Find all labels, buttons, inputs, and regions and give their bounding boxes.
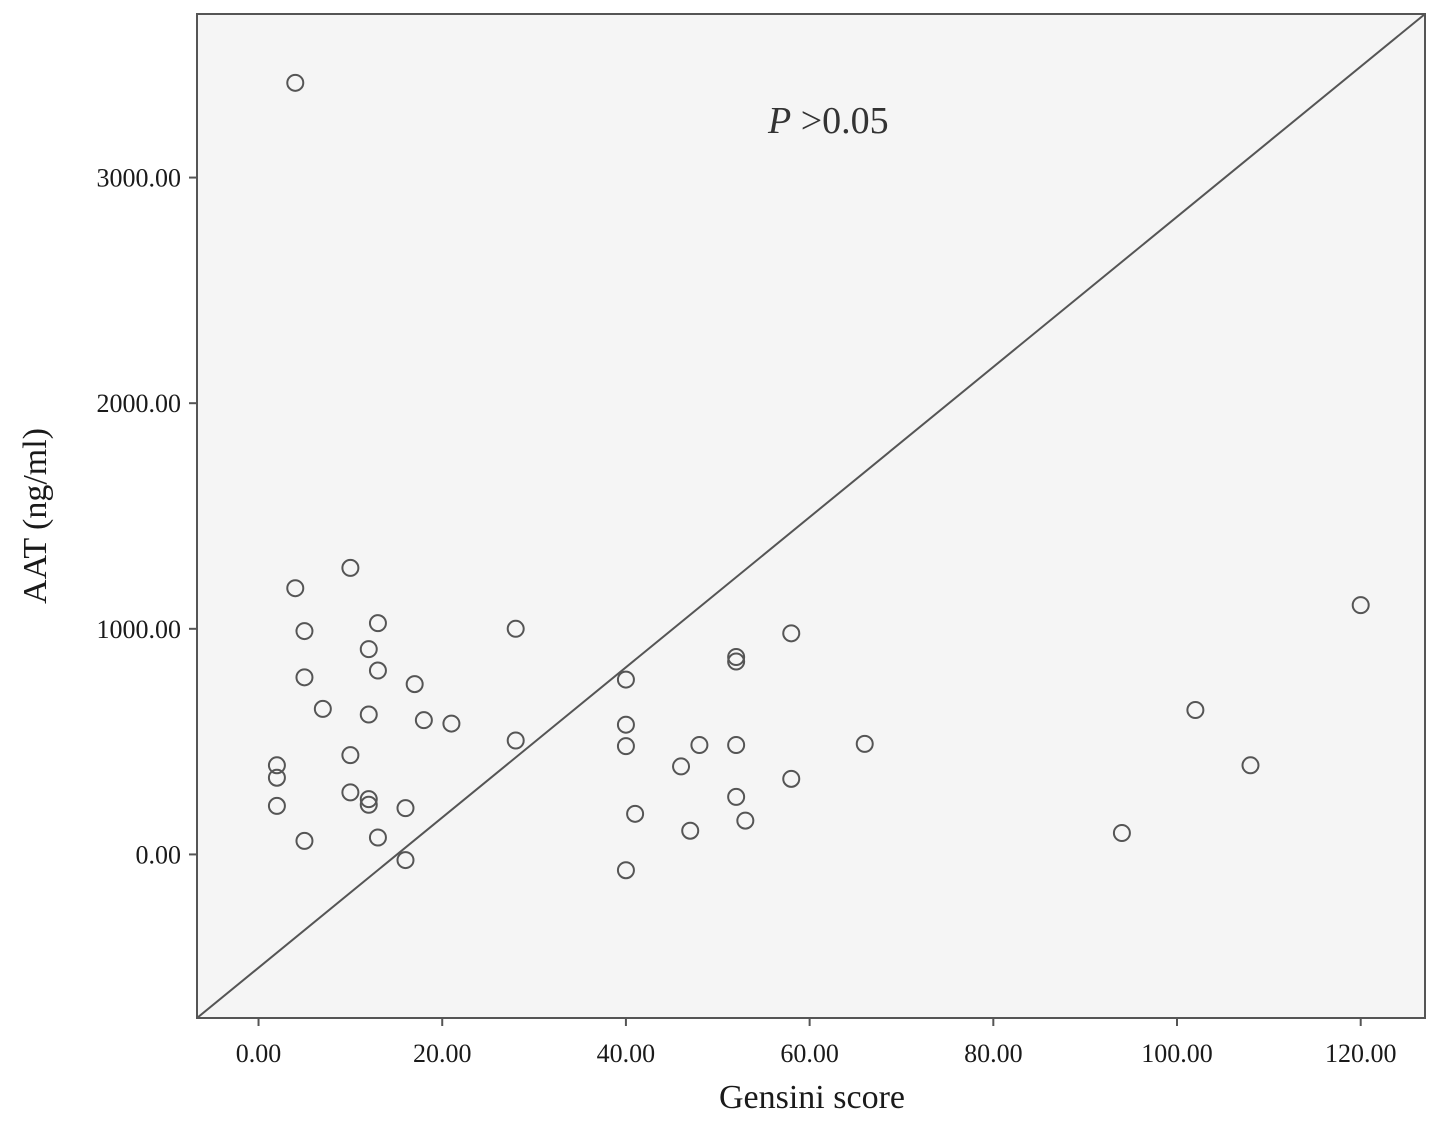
x-axis-title: Gensini score <box>719 1079 905 1116</box>
data-point <box>295 831 314 850</box>
data-point <box>727 736 746 755</box>
x-tick-label: 0.00 <box>236 1039 282 1068</box>
data-point <box>359 640 378 659</box>
data-point <box>727 787 746 806</box>
data-point <box>681 821 700 840</box>
data-point <box>396 799 415 818</box>
data-point <box>341 558 360 577</box>
p-symbol: P <box>767 100 791 142</box>
data-point <box>782 769 801 788</box>
data-point <box>313 699 332 718</box>
data-point <box>286 73 305 92</box>
p-value-annotation: P >0.05 <box>767 100 889 142</box>
data-point <box>396 851 415 870</box>
data-point <box>616 861 635 880</box>
x-tick-label: 40.00 <box>597 1039 656 1068</box>
data-point <box>359 790 378 809</box>
data-point <box>616 715 635 734</box>
data-point <box>267 768 286 787</box>
data-point <box>341 746 360 765</box>
y-tick-label: 0.00 <box>136 840 182 869</box>
data-point <box>690 736 709 755</box>
data-point <box>405 675 424 694</box>
x-axis-ticks: 0.00 20.00 40.00 60.00 80.00 100.00 120.00 <box>236 1018 1397 1068</box>
data-point <box>782 624 801 643</box>
data-point <box>267 756 286 775</box>
data-point <box>341 783 360 802</box>
data-point <box>727 652 746 671</box>
data-point <box>295 668 314 687</box>
data-point <box>1351 596 1370 615</box>
data-point <box>616 737 635 756</box>
y-tick-label: 1000.00 <box>97 615 182 644</box>
data-point <box>442 714 461 733</box>
data-point <box>672 757 691 776</box>
data-point <box>855 734 874 753</box>
data-point <box>267 796 286 815</box>
y-axis-ticks: 0.00 1000.00 2000.00 3000.00 <box>97 164 197 869</box>
x-tick-label: 80.00 <box>964 1039 1023 1068</box>
data-point <box>1186 701 1205 720</box>
data-point <box>506 619 525 638</box>
x-tick-label: 120.00 <box>1325 1039 1397 1068</box>
data-point <box>506 731 525 750</box>
data-point <box>616 670 635 689</box>
data-point <box>1241 756 1260 775</box>
y-axis-title: AAT (ng/ml) <box>17 428 54 604</box>
data-point <box>359 795 378 814</box>
data-point <box>414 711 433 730</box>
data-point <box>727 648 746 667</box>
y-tick-label: 2000.00 <box>97 389 182 418</box>
data-point <box>295 622 314 641</box>
data-point <box>1112 823 1131 842</box>
data-point <box>359 705 378 724</box>
x-tick-label: 100.00 <box>1141 1039 1213 1068</box>
reference-line <box>196 13 1426 1019</box>
data-point <box>286 579 305 598</box>
x-tick-label: 60.00 <box>780 1039 839 1068</box>
data-point <box>368 661 387 680</box>
p-threshold: >0.05 <box>791 100 888 142</box>
data-point <box>626 804 645 823</box>
y-tick-label: 3000.00 <box>97 164 182 193</box>
x-tick-label: 20.00 <box>413 1039 472 1068</box>
data-points <box>267 73 1370 880</box>
data-point <box>736 811 755 830</box>
data-point <box>368 828 387 847</box>
data-point <box>368 614 387 633</box>
